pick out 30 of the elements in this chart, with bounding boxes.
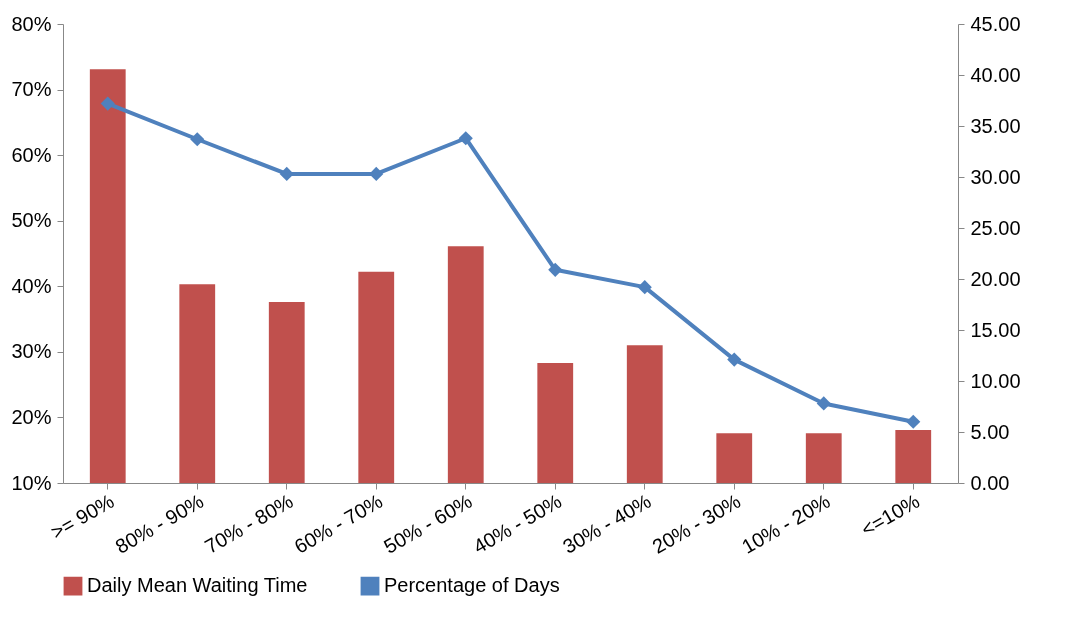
y2-tick-label: 45.00: [970, 12, 1021, 35]
point: [906, 414, 921, 429]
y2-tick-label: 10.00: [970, 369, 1021, 392]
y-tick-label: 80%: [11, 12, 52, 35]
legend-label: Percentage of Days: [384, 574, 560, 597]
y2-tick-label: 15.00: [970, 318, 1021, 341]
y-tick-label: 50%: [11, 209, 52, 232]
y-tick-label: 40%: [11, 274, 52, 297]
point: [458, 131, 473, 146]
y-tick-label: 10%: [11, 471, 52, 494]
y2-tick-label: 40.00: [970, 63, 1021, 86]
y-tick-label: 20%: [11, 405, 52, 428]
point: [100, 96, 115, 111]
y2-tick-label: 5.00: [970, 420, 1010, 443]
y2-tick-label: 25.00: [970, 216, 1021, 239]
y2-tick-label: 20.00: [970, 267, 1021, 290]
point: [369, 166, 384, 182]
point: [190, 132, 205, 147]
y2-tick-label: 35.00: [970, 114, 1021, 137]
legend-label: Daily Mean Waiting Time: [87, 574, 308, 597]
y2-tick-label: 0.00: [970, 471, 1010, 494]
point: [727, 352, 742, 367]
point: [548, 262, 563, 277]
y-tick-label: 70%: [11, 78, 52, 101]
point: [637, 280, 652, 295]
point: [279, 166, 294, 182]
y-tick-label: 30%: [11, 340, 52, 363]
point: [816, 396, 831, 411]
y2-tick-label: 30.00: [970, 165, 1021, 188]
y-tick-label: 60%: [11, 143, 52, 166]
